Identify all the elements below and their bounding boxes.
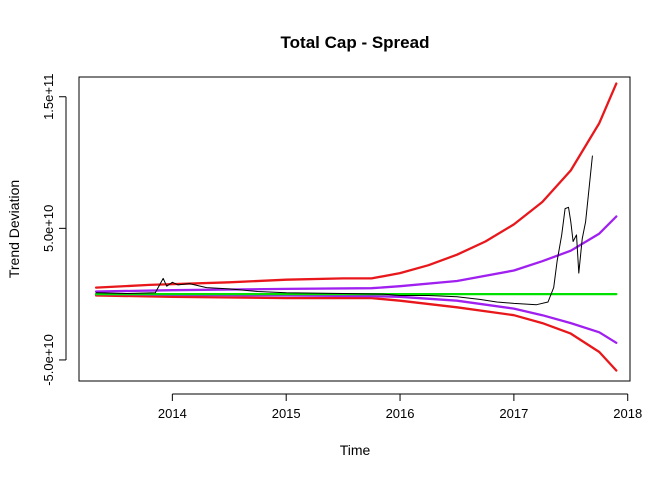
x-tick-label: 2016 (386, 406, 415, 421)
y-axis-title: Trend Deviation (6, 180, 22, 278)
series-layer (94, 82, 618, 372)
y-tick-label: 5.0e+10 (41, 205, 56, 252)
x-tick-label: 2018 (613, 406, 642, 421)
series-line-observed (95, 155, 593, 306)
y-axis: -5.0e+10 5.0e+10 1.5e+11 (41, 74, 67, 386)
plot-frame (78, 76, 631, 382)
y-tick-label: -5.0e+10 (41, 334, 56, 386)
x-tick-label: 2017 (499, 406, 528, 421)
series-line-lower-outer (94, 294, 618, 372)
series-line-upper-outer (94, 82, 618, 289)
x-axis: 2014 2015 2016 2017 2018 (158, 393, 642, 421)
series-line-lower-inner (94, 292, 618, 344)
chart-title: Total Cap - Spread (281, 33, 430, 52)
x-axis-title: Time (340, 442, 371, 458)
x-tick-label: 2015 (272, 406, 301, 421)
x-tick-label: 2014 (158, 406, 187, 421)
series-line-upper-inner (94, 215, 618, 293)
y-tick-label: 1.5e+11 (41, 74, 56, 120)
